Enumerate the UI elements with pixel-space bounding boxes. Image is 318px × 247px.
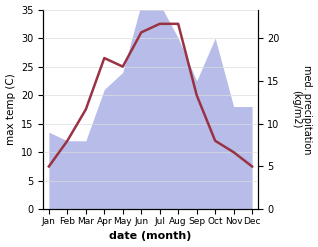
X-axis label: date (month): date (month) (109, 231, 192, 242)
Y-axis label: med. precipitation
(kg/m2): med. precipitation (kg/m2) (291, 65, 313, 154)
Y-axis label: max temp (C): max temp (C) (5, 74, 16, 145)
